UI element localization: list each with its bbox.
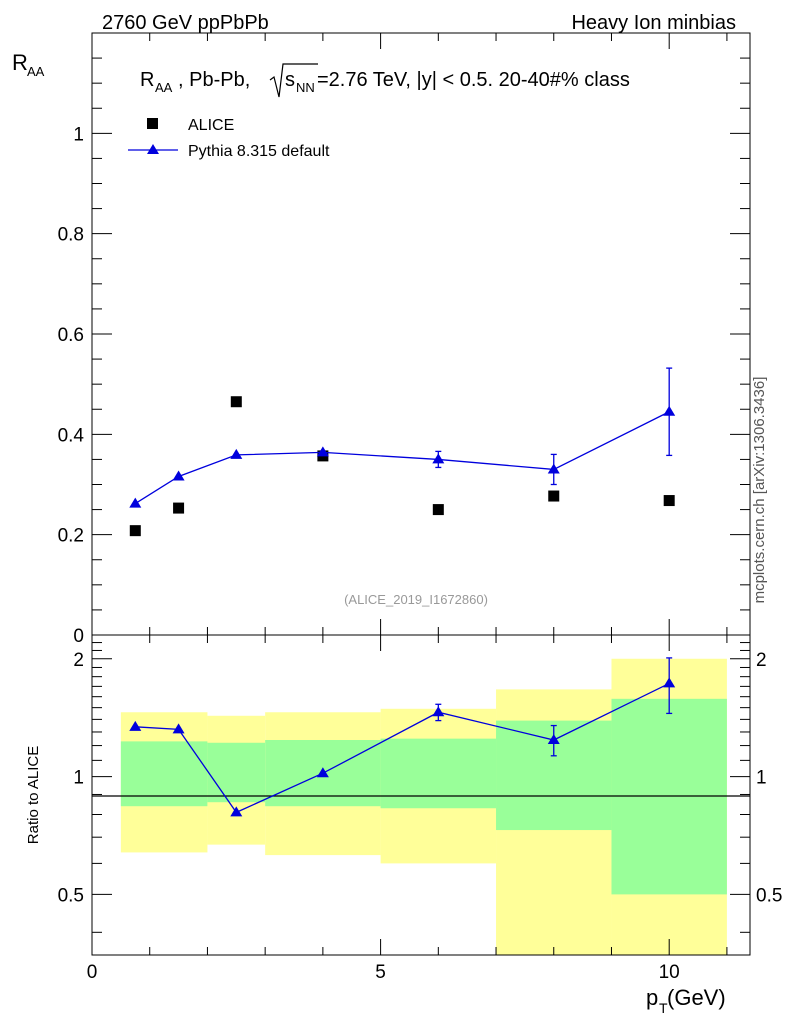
ratio-plot-marks (129, 657, 676, 817)
ratio-band-inner (380, 738, 497, 809)
main-y-tick-label: 0.6 (58, 325, 84, 346)
main-y-tick-label: 0.8 (58, 225, 84, 246)
alice-data-point (230, 396, 242, 408)
main-plot-marks (129, 367, 676, 537)
alice-data-point (173, 502, 185, 514)
ratio-data-point (432, 706, 445, 717)
ratio-data-point (316, 767, 329, 778)
x-axis-label-unit: (GeV) (667, 985, 726, 1010)
ratio-ylabel: Ratio to ALICE (25, 746, 42, 844)
pythia-line (134, 411, 670, 505)
plot-title-sqrt-sub: NN (296, 80, 315, 95)
alice-data-point (548, 490, 560, 502)
plot-title: R AA , Pb-Pb, s NN =2.76 TeV, |y| < 0.5.… (140, 63, 630, 98)
ratio-y-tick-label-right: 1 (756, 768, 767, 789)
ratio-y-tick-label-right: 0.5 (756, 885, 782, 906)
ratio-y-tick-label-left: 2 (73, 650, 84, 671)
legend-marker-alice (147, 118, 158, 129)
ratio-band-inner (207, 742, 266, 803)
plot-title-prefix-sub: AA (155, 80, 173, 95)
ratio-data-point (547, 734, 560, 745)
pythia-data-point (547, 463, 560, 474)
main-y-tick-label: 0 (73, 626, 84, 647)
sqrt-symbol (269, 63, 318, 98)
x-tick-label: 5 (375, 962, 386, 983)
main-ylabel-text: R (12, 50, 28, 75)
ratio-data-point (129, 720, 142, 731)
alice-data-point (129, 525, 141, 537)
ratio-data-point (663, 677, 676, 688)
main-ylabel: R AA (12, 50, 45, 79)
header-left: 2760 GeV ppPbPb (102, 12, 269, 34)
legend: ALICE Pythia 8.315 default (128, 117, 330, 160)
ratio-band-inner (120, 741, 208, 807)
x-axis-label-main: p (646, 985, 658, 1010)
legend-marker-pythia (147, 144, 159, 154)
alice-data-point (432, 504, 444, 516)
x-tick-label: 0 (87, 962, 98, 983)
pythia-data-point (663, 405, 676, 416)
ratio-y-tick-label-right: 2 (756, 650, 767, 671)
plot-title-sqrt-label: s (285, 69, 295, 91)
main-y-tick-label: 1 (73, 124, 84, 145)
ratio-uncertainty-bands (120, 658, 727, 955)
pythia-data-point (432, 453, 445, 464)
main-axis-ticks: 0 0.2 0.4 0.6 0.8 1 (58, 33, 750, 647)
ratio-frame (91, 634, 751, 956)
watermark: (ALICE_2019_I1672860) (344, 592, 488, 607)
pythia-data-point (316, 446, 329, 457)
legend-label-alice: ALICE (188, 117, 234, 134)
side-credit-label: mcplots.cern.ch [arXiv:1306.3436] (751, 377, 768, 604)
pythia-data-point (230, 448, 243, 459)
x-axis-label-sub: T (659, 1000, 668, 1016)
ratio-data-point (230, 806, 243, 817)
ratio-axis-ticks: 0.5 0.5 1 1 2 2 0 5 10 (58, 635, 782, 983)
pythia-data-point (129, 497, 142, 508)
alice-data-point (663, 495, 675, 507)
main-y-tick-label: 0.4 (58, 425, 85, 446)
ratio-data-point (172, 723, 185, 734)
ratio-y-tick-label-left: 1 (73, 768, 84, 789)
plot-title-suffix: =2.76 TeV, |y| < 0.5. 20-40#% class (317, 69, 630, 91)
pythia-data-point (172, 470, 185, 481)
header-right: Heavy Ion minbias (571, 12, 736, 34)
x-tick-label: 10 (659, 962, 680, 983)
main-ylabel-sub: AA (27, 64, 45, 79)
plot-title-prefix: R (140, 69, 154, 91)
x-axis-label: p T (GeV) (646, 985, 726, 1016)
plot-title-middle: , Pb-Pb, (178, 69, 250, 91)
legend-label-pythia: Pythia 8.315 default (188, 143, 330, 160)
main-y-tick-label: 0.2 (58, 526, 84, 547)
ratio-y-tick-label-left: 0.5 (58, 885, 84, 906)
